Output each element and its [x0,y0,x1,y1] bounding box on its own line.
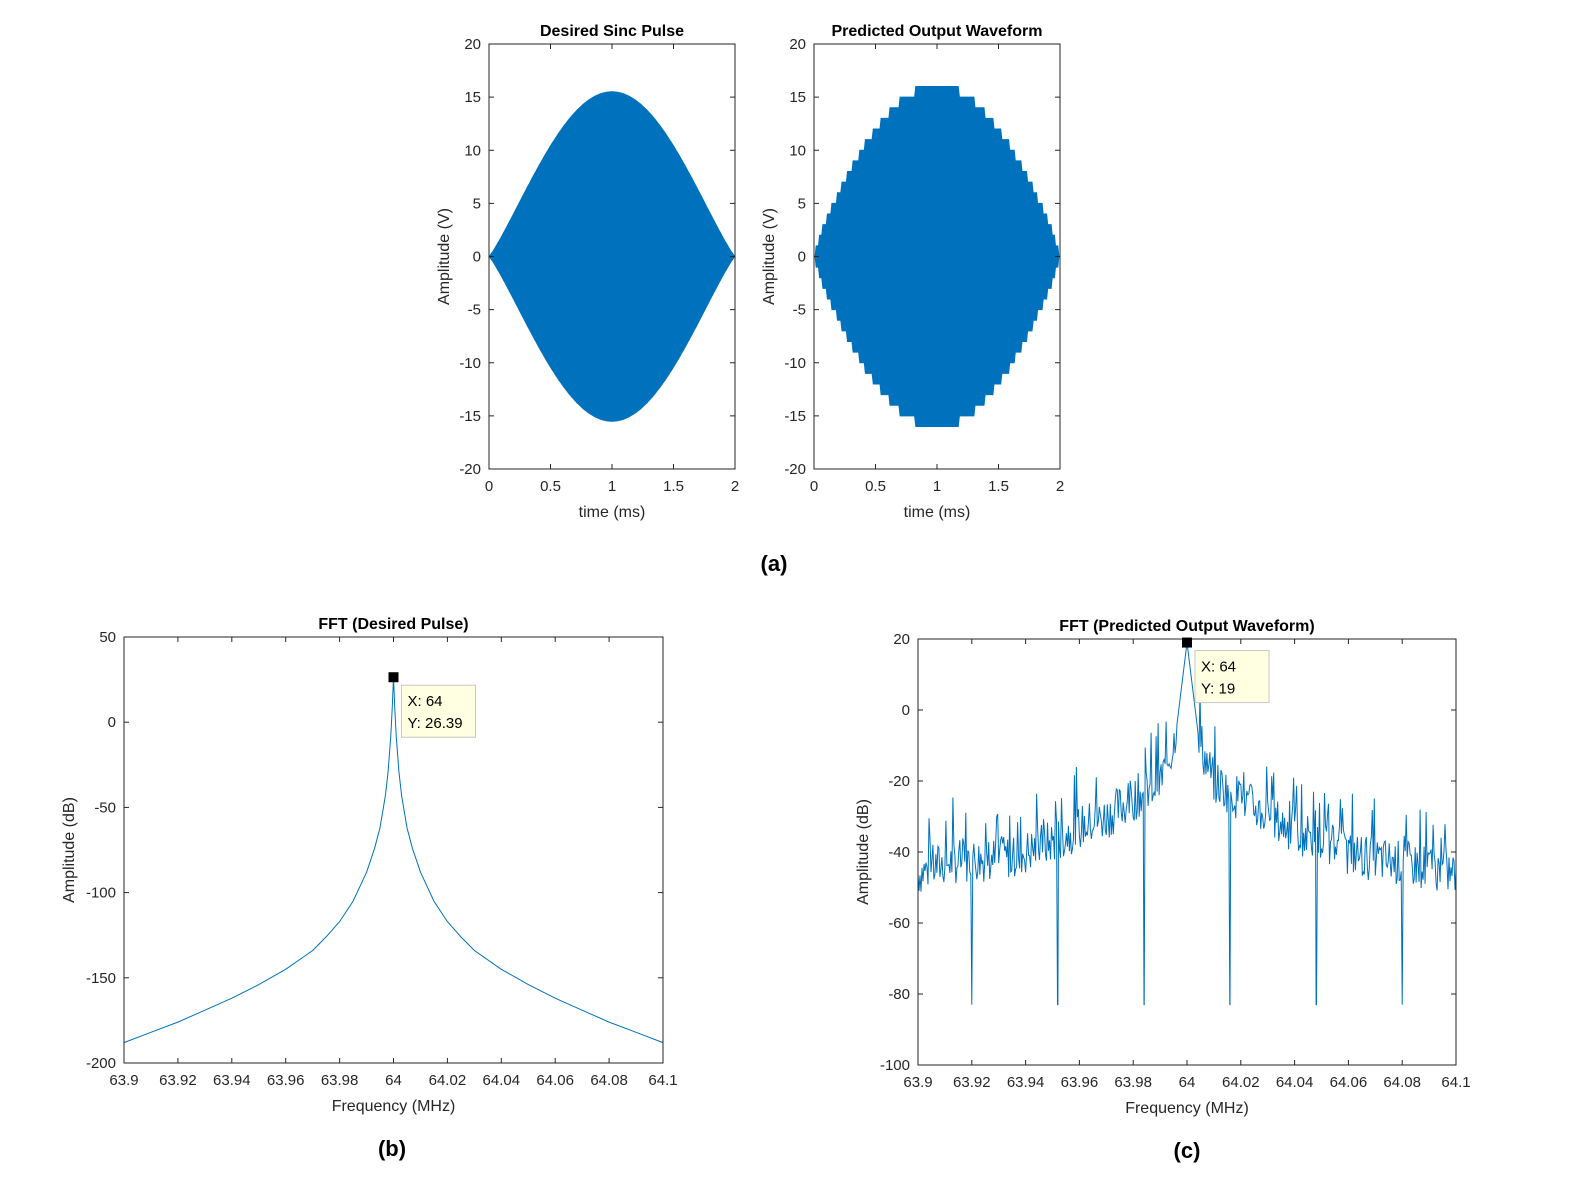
y-tick-label: 50 [99,629,116,646]
datatip-marker [1182,637,1192,648]
y-tick-label: -80 [888,986,910,1003]
y-tick-label: -15 [459,408,481,425]
y-tick-label: 0 [902,702,910,719]
datatip-y: Y: 19 [1201,681,1235,698]
x-tick-label: 63.98 [1114,1074,1152,1091]
y-tick-label: 10 [464,142,481,159]
x-tick-label: 1 [933,478,941,495]
x-tick-label: 64.02 [1222,1074,1260,1091]
y-tick-label: -200 [86,1055,116,1072]
x-tick-label: 0 [485,478,493,495]
y-tick-label: -20 [888,773,910,790]
y-axis-label: Amplitude (V) [436,208,453,305]
x-tick-label: 64 [1179,1074,1196,1091]
y-tick-label: -60 [888,915,910,932]
x-tick-label: 64 [385,1072,402,1089]
x-tick-label: 1.5 [988,478,1009,495]
x-tick-label: 64.06 [536,1072,574,1089]
y-tick-label: 10 [789,142,806,159]
x-tick-label: 63.92 [953,1074,991,1091]
chart-fft_desired: 63.9 63.92 63.94 63.96 63.98 64 64.02 64.04 64.0… [61,616,678,1115]
y-tick-label: 15 [789,89,806,106]
plot-area [124,637,663,1063]
y-tick-label: -100 [880,1057,910,1074]
x-axis-label: Frequency (MHz) [1125,1100,1249,1117]
x-tick-label: 64.08 [590,1072,628,1089]
y-tick-label: 15 [464,89,481,106]
x-tick-label: 0.5 [540,478,561,495]
x-tick-label: 1.5 [663,478,684,495]
y-tick-label: 0 [798,249,806,266]
y-tick-label: -5 [468,302,481,319]
datatip-y: Y: 26.39 [408,715,463,732]
y-tick-label: 20 [893,631,910,648]
x-tick-label: 63.96 [1061,1074,1099,1091]
y-axis-label: Amplitude (dB) [61,797,78,903]
datatip-box [401,684,476,738]
x-axis-label: time (ms) [904,504,971,521]
x-tick-label: 64.02 [429,1072,467,1089]
y-tick-label: 20 [464,36,481,53]
chart-fft_predicted: 63.9 63.92 63.94 63.96 63.98 64 64.02 64.04 64.0… [855,618,1471,1117]
x-tick-label: 63.94 [1007,1074,1045,1091]
x-tick-label: 63.92 [159,1072,197,1089]
chart-title: Desired Sinc Pulse [540,23,684,40]
x-tick-label: 1 [608,478,616,495]
datatip-x: X: 64 [408,693,443,710]
x-tick-label: 64.1 [648,1072,677,1089]
x-tick-label: 64.08 [1383,1074,1421,1091]
y-tick-label: 5 [473,195,481,212]
panel-label-b: (b) [378,1136,406,1161]
x-tick-label: 64.06 [1330,1074,1368,1091]
y-tick-label: 20 [789,36,806,53]
x-tick-label: 0.5 [865,478,886,495]
y-tick-label: -5 [793,302,806,319]
x-tick-label: 0 [810,478,818,495]
waveform-envelope [814,86,1060,427]
datatip-box [1194,650,1270,704]
y-tick-label: -100 [86,885,116,902]
y-axis-label: Amplitude (V) [761,208,778,305]
y-tick-label: 0 [108,714,116,731]
chart-title: FFT (Predicted Output Waveform) [1059,618,1314,635]
panel-label-a: (a) [761,551,788,576]
y-tick-label: -20 [459,461,481,478]
y-tick-label: 0 [473,249,481,266]
y-tick-label: -40 [888,844,910,861]
x-tick-label: 63.9 [109,1072,138,1089]
chart-sinc: 0 0.5 1 1.5 2 -20 -15 -10 -5 0 5 10 15 20 Desired Sinc… [436,23,739,521]
x-tick-label: 63.94 [213,1072,251,1089]
datatip: X: 64 Y: 19 [1194,650,1270,704]
y-axis-label: Amplitude (dB) [855,799,872,905]
y-tick-label: -50 [94,799,116,816]
x-axis-label: Frequency (MHz) [332,1098,456,1115]
x-tick-label: 2 [731,478,739,495]
x-tick-label: 64.1 [1441,1074,1470,1091]
x-tick-label: 64.04 [483,1072,521,1089]
x-tick-label: 64.04 [1276,1074,1314,1091]
chart-title: FFT (Desired Pulse) [318,616,468,633]
chart-predicted: 0 0.5 1 1.5 2 -20 -15 -10 -5 0 5 10 15 20 Predicted Ou… [761,23,1064,521]
y-tick-label: -20 [784,461,806,478]
y-tick-label: -15 [784,408,806,425]
datatip-x: X: 64 [1201,659,1236,676]
x-tick-label: 63.98 [321,1072,359,1089]
datatip-marker [388,672,399,683]
x-tick-label: 2 [1056,478,1064,495]
chart-title: Predicted Output Waveform [832,23,1043,40]
y-tick-label: 5 [798,195,806,212]
datatip: X: 64 Y: 26.39 [401,684,476,738]
x-tick-label: 63.9 [903,1074,932,1091]
y-tick-label: -10 [459,355,481,372]
y-tick-label: -10 [784,355,806,372]
y-tick-label: -150 [86,970,116,987]
data-predicted [814,86,1060,427]
x-axis-label: time (ms) [579,504,646,521]
panel-label-c: (c) [1174,1138,1201,1163]
x-tick-label: 63.96 [267,1072,305,1089]
